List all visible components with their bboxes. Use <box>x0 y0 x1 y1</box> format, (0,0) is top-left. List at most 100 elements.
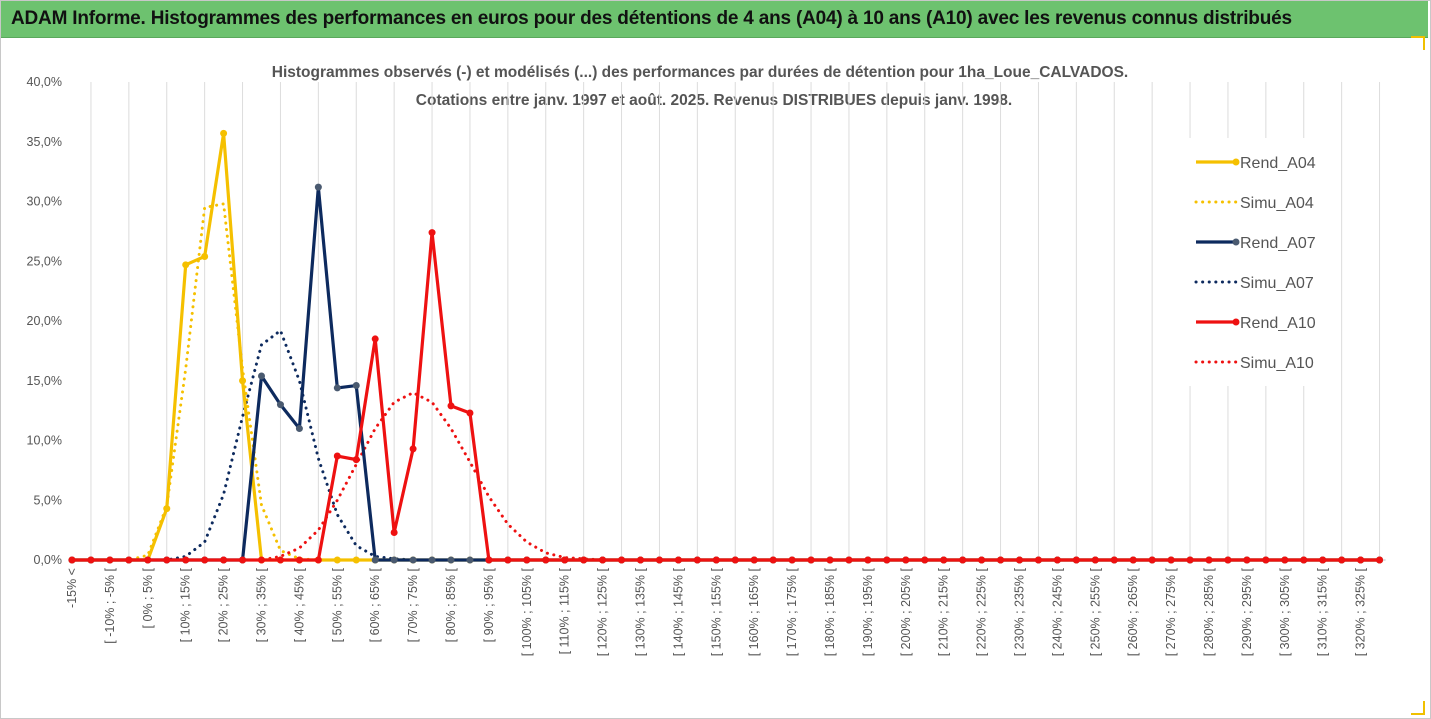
legend-marker-rend-a07 <box>1232 238 1240 246</box>
data-point-rend-a10 <box>276 556 284 564</box>
x-tick-label: [ 120% ; 125% [ <box>596 567 610 656</box>
data-point-rend-a07 <box>352 382 360 390</box>
data-point-rend-a10 <box>921 556 929 564</box>
legend-label-rend-a04: Rend_A04 <box>1240 155 1316 172</box>
legend-label-simu-a10: Simu_A10 <box>1240 355 1314 372</box>
data-point-rend-a10 <box>144 556 152 564</box>
data-point-rend-a10 <box>902 556 910 564</box>
series-line-simu-a04 <box>70 202 1382 562</box>
data-point-rend-a10 <box>390 529 398 537</box>
data-point-rend-a10 <box>409 445 417 453</box>
y-tick-label: 40,0% <box>27 75 62 89</box>
data-point-rend-a10 <box>618 556 626 564</box>
data-point-rend-a04 <box>163 505 171 513</box>
data-point-rend-a10 <box>106 556 114 564</box>
chart-title-line2: Cotations entre janv. 1997 et août. 2025… <box>416 92 1012 109</box>
data-point-rend-a10 <box>1016 556 1023 564</box>
data-point-rend-a10 <box>1205 556 1213 564</box>
data-point-rend-a10 <box>959 556 967 564</box>
x-tick-label: [ 200% ; 205% [ <box>899 567 913 656</box>
x-tick-label: [ 220% ; 225% [ <box>975 567 989 656</box>
data-point-rend-a10 <box>674 556 682 564</box>
data-point-rend-a10 <box>220 556 228 564</box>
data-point-rend-a10 <box>87 556 95 564</box>
data-point-rend-a10 <box>637 556 644 564</box>
x-tick-label: [ 10% ; 15% [ <box>179 567 193 642</box>
data-point-rend-a10 <box>1110 556 1118 564</box>
data-point-rend-a10 <box>1243 556 1251 564</box>
data-point-rend-a07 <box>428 556 436 564</box>
y-tick-label: 35,0% <box>27 135 62 149</box>
data-point-rend-a07 <box>295 425 303 433</box>
y-tick-label: 30,0% <box>27 195 62 209</box>
data-point-rend-a10 <box>1262 556 1270 564</box>
y-tick-label: 0,0% <box>34 553 63 567</box>
legend-marker-rend-a10 <box>1232 318 1240 326</box>
data-point-rend-a10 <box>428 229 436 237</box>
data-point-rend-a10 <box>1338 556 1346 564</box>
data-point-rend-a10 <box>352 456 360 464</box>
data-point-rend-a10 <box>163 556 171 564</box>
series-line-rend-a10 <box>72 230 1380 562</box>
x-tick-label: [ 0% ; 5% [ <box>141 567 155 628</box>
data-point-rend-a10 <box>125 556 133 564</box>
data-point-rend-a07 <box>447 556 455 564</box>
x-tick-label: [ 110% ; 115% [ <box>558 567 572 654</box>
data-point-rend-a10 <box>1129 556 1137 564</box>
x-tick-label: [ 280% ; 285% [ <box>1202 567 1216 656</box>
data-point-rend-a10 <box>1148 556 1156 564</box>
data-point-rend-a10 <box>371 335 379 343</box>
data-point-rend-a10 <box>239 556 247 564</box>
legend-label-rend-a07: Rend_A07 <box>1240 235 1316 252</box>
data-point-rend-a10 <box>712 556 720 564</box>
x-tick-label: [ 90% ; 95% [ <box>482 567 496 642</box>
data-point-rend-a10 <box>769 556 777 564</box>
data-point-rend-a10 <box>731 556 739 564</box>
data-point-rend-a07 <box>333 384 341 392</box>
x-tick-label: [ 140% ; 145% [ <box>671 567 685 656</box>
x-tick-label: [ 20% ; 25% [ <box>217 567 231 642</box>
data-point-rend-a10 <box>1376 556 1384 564</box>
legend-marker-rend-a04 <box>1232 158 1240 166</box>
x-tick-label: [ 160% ; 165% [ <box>747 567 761 656</box>
x-tick-label: -15% < <box>65 568 79 608</box>
data-point-rend-a10 <box>333 452 341 460</box>
data-point-rend-a10 <box>561 556 569 564</box>
y-tick-label: 15,0% <box>27 374 62 388</box>
legend-label-rend-a10: Rend_A10 <box>1240 315 1316 332</box>
corner-mark-bottom-right <box>1411 701 1425 715</box>
data-point-rend-a07 <box>390 556 398 564</box>
data-point-rend-a10 <box>826 556 834 564</box>
data-point-rend-a10 <box>1167 556 1175 564</box>
data-point-rend-a04 <box>220 129 228 137</box>
data-point-rend-a10 <box>1186 556 1194 564</box>
data-point-rend-a10 <box>978 556 986 564</box>
data-point-rend-a10 <box>447 402 455 410</box>
legend-label-simu-a07: Simu_A07 <box>1240 275 1314 292</box>
y-tick-label: 5,0% <box>34 493 63 507</box>
data-point-rend-a04 <box>182 261 190 269</box>
y-tick-label: 25,0% <box>27 254 62 268</box>
x-tick-label: [ 180% ; 185% [ <box>823 567 837 656</box>
data-point-rend-a10 <box>864 556 872 564</box>
x-tick-label: [ 320% ; 325% [ <box>1354 567 1368 656</box>
x-tick-label: [ 130% ; 135% [ <box>634 567 648 656</box>
x-tick-label: [ 100% ; 105% [ <box>520 567 534 656</box>
data-point-rend-a10 <box>1091 556 1099 564</box>
data-point-rend-a10 <box>655 556 663 564</box>
x-tick-label: [ 230% ; 235% [ <box>1013 567 1027 656</box>
data-point-rend-a10 <box>504 556 512 564</box>
data-point-rend-a10 <box>807 556 815 564</box>
chart-title-line1: Histogrammes observés (-) et modélisés (… <box>272 64 1128 81</box>
data-point-rend-a10 <box>599 556 607 564</box>
data-point-rend-a10 <box>940 556 948 564</box>
x-tick-label: [ 190% ; 195% [ <box>861 567 875 656</box>
data-point-rend-a10 <box>883 556 891 564</box>
data-point-rend-a07 <box>466 556 474 564</box>
x-tick-label: [ 250% ; 255% [ <box>1088 567 1102 656</box>
data-point-rend-a10 <box>845 556 853 564</box>
data-point-rend-a10 <box>1034 556 1042 564</box>
data-point-rend-a10 <box>1224 556 1232 564</box>
x-tick-label: [ 50% ; 55% [ <box>330 567 344 642</box>
x-tick-label: [ 210% ; 215% [ <box>937 567 951 656</box>
